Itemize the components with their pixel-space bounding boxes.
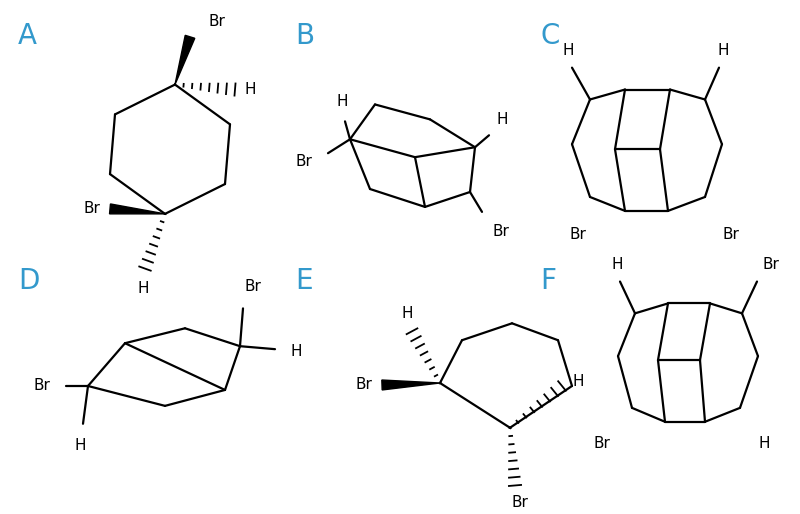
Text: H: H — [562, 43, 574, 58]
Text: H: H — [497, 113, 509, 127]
Text: Br: Br — [33, 378, 50, 394]
Text: H: H — [74, 438, 86, 453]
Text: Br: Br — [593, 436, 610, 451]
Text: H: H — [718, 43, 729, 58]
Text: H: H — [245, 82, 257, 97]
Text: Br: Br — [295, 154, 312, 169]
Text: H: H — [290, 344, 302, 359]
Text: Br: Br — [511, 495, 529, 510]
Text: H: H — [402, 306, 413, 321]
Polygon shape — [110, 204, 165, 214]
Text: Br: Br — [83, 201, 100, 216]
Text: Br: Br — [208, 14, 225, 29]
Text: Br: Br — [762, 256, 779, 271]
Text: H: H — [611, 256, 622, 271]
Text: B: B — [295, 22, 314, 50]
Text: H: H — [758, 436, 770, 451]
Polygon shape — [382, 380, 440, 390]
Text: Br: Br — [723, 227, 740, 242]
Text: E: E — [295, 267, 313, 295]
Text: Br: Br — [355, 377, 372, 393]
Text: D: D — [18, 267, 39, 295]
Text: H: H — [572, 374, 583, 389]
Text: Br: Br — [245, 280, 262, 295]
Text: H: H — [138, 281, 149, 296]
Text: Br: Br — [570, 227, 586, 242]
Polygon shape — [175, 35, 194, 85]
Text: Br: Br — [492, 224, 509, 239]
Text: H: H — [336, 95, 348, 109]
Text: C: C — [540, 22, 559, 50]
Text: A: A — [18, 22, 37, 50]
Text: F: F — [540, 267, 556, 295]
